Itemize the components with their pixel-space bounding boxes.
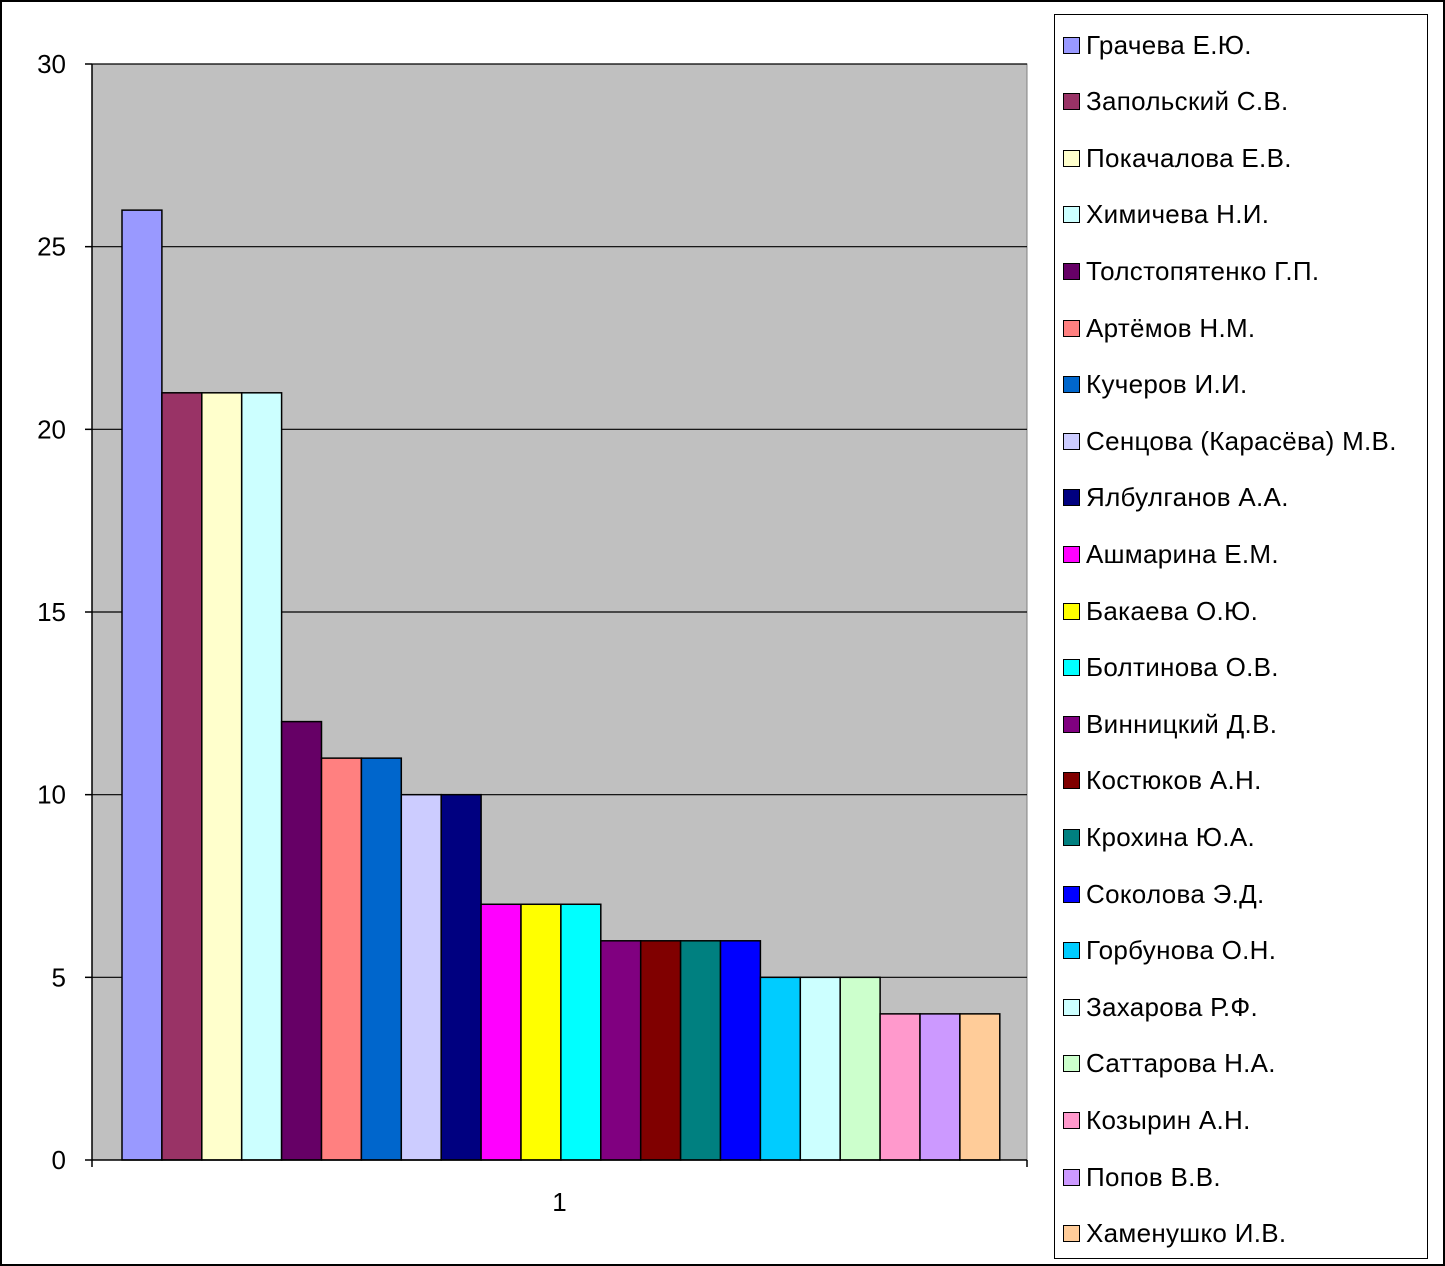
legend-swatch <box>1063 828 1080 846</box>
legend-item: Грачева Е.Ю. <box>1063 25 1252 65</box>
legend-swatch <box>1063 545 1080 563</box>
legend-swatch <box>1063 998 1080 1016</box>
legend-swatch <box>1063 149 1080 167</box>
bar <box>600 940 642 1161</box>
legend-label: Ашмарина Е.М. <box>1086 538 1279 569</box>
bar <box>799 976 841 1161</box>
legend-label: Сенцова (Карасёва) М.В. <box>1086 425 1397 456</box>
legend-swatch <box>1063 942 1080 960</box>
legend-item: Артёмов Н.М. <box>1063 308 1255 348</box>
legend-item: Костюков А.Н. <box>1063 761 1262 801</box>
y-tick-label: 10 <box>37 780 66 810</box>
legend-item: Бакаева О.Ю. <box>1063 591 1258 631</box>
chart-legend: Грачева Е.Ю. Запольский С.В. Покачалова Е.… <box>1054 14 1428 1259</box>
chart-plot: 0 5 10 15 20 25 30 1 <box>37 49 1028 1217</box>
legend-swatch <box>1063 1055 1080 1073</box>
bar <box>201 392 243 1161</box>
legend-label: Кучеров И.И. <box>1086 369 1248 400</box>
bar <box>320 757 363 1161</box>
legend-item: Болтинова О.В. <box>1063 648 1279 688</box>
legend-item: Горбунова О.Н. <box>1063 931 1276 971</box>
bar <box>360 757 403 1161</box>
legend-label: Соколова Э.Д. <box>1086 878 1265 909</box>
legend-item: Ашмарина Е.М. <box>1063 534 1279 574</box>
legend-swatch <box>1063 715 1080 733</box>
legend-swatch <box>1063 1111 1080 1129</box>
bar <box>161 392 203 1161</box>
legend-label: Козырин А.Н. <box>1086 1104 1251 1135</box>
bar <box>639 940 682 1161</box>
legend-label: Саттарова Н.А. <box>1086 1048 1276 1079</box>
legend-label: Покачалова Е.В. <box>1086 142 1292 173</box>
legend-label: Грачева Е.Ю. <box>1086 29 1252 60</box>
legend-item: Хаменушко И.В. <box>1063 1214 1286 1254</box>
y-tick-label: 30 <box>37 49 66 79</box>
legend-swatch <box>1063 93 1080 111</box>
legend-swatch <box>1063 36 1080 54</box>
legend-item: Крохина Ю.А. <box>1063 817 1255 857</box>
bar <box>679 940 722 1161</box>
legend-label: Костюков А.Н. <box>1086 765 1262 796</box>
legend-swatch <box>1063 262 1080 280</box>
legend-item: Покачалова Е.В. <box>1063 138 1292 178</box>
legend-label: Болтинова О.В. <box>1086 652 1279 683</box>
legend-label: Захарова Р.Ф. <box>1086 991 1258 1022</box>
legend-item: Химичева Н.И. <box>1063 195 1269 235</box>
bar <box>240 392 283 1161</box>
legend-item: Толстопятенко Г.П. <box>1063 251 1319 291</box>
bar <box>759 976 802 1161</box>
bar <box>280 720 323 1161</box>
legend-item: Винницкий Д.В. <box>1063 704 1277 744</box>
legend-label: Крохина Ю.А. <box>1086 821 1255 852</box>
legend-swatch <box>1063 319 1080 337</box>
legend-item: Козырин А.Н. <box>1063 1100 1251 1140</box>
bar <box>480 903 522 1161</box>
legend-swatch <box>1063 1168 1080 1186</box>
bar <box>719 940 762 1161</box>
legend-swatch <box>1063 489 1080 507</box>
y-tick-label: 5 <box>52 962 66 992</box>
legend-item: Кучеров И.И. <box>1063 365 1248 405</box>
legend-label: Горбунова О.Н. <box>1086 935 1277 966</box>
bar <box>121 209 163 1161</box>
bar <box>560 903 602 1161</box>
legend-swatch <box>1063 659 1080 677</box>
legend-label: Ялбулганов А.А. <box>1086 482 1289 513</box>
legend-label: Толстопятенко Г.П. <box>1086 255 1320 286</box>
bar <box>959 1013 1001 1161</box>
y-tick-label: 25 <box>37 232 66 262</box>
legend-item: Попов В.В. <box>1063 1157 1221 1197</box>
y-tick-label: 15 <box>37 597 66 627</box>
bar <box>879 1013 921 1161</box>
legend-item: Захарова Р.Ф. <box>1063 987 1258 1027</box>
legend-swatch <box>1063 885 1080 903</box>
bar <box>400 793 442 1161</box>
legend-item: Соколова Э.Д. <box>1063 874 1265 914</box>
legend-label: Хаменушко И.В. <box>1086 1218 1287 1249</box>
legend-swatch <box>1063 206 1080 224</box>
legend-swatch <box>1063 1225 1080 1243</box>
legend-swatch <box>1063 772 1080 790</box>
legend-label: Винницкий Д.В. <box>1086 708 1278 739</box>
legend-label: Химичева Н.И. <box>1086 199 1270 230</box>
legend-label: Попов В.В. <box>1086 1161 1221 1192</box>
bar <box>440 793 482 1161</box>
legend-label: Артёмов Н.М. <box>1086 312 1256 343</box>
y-tick-label: 0 <box>52 1145 66 1175</box>
legend-label: Бакаева О.Ю. <box>1086 595 1259 626</box>
legend-swatch <box>1063 602 1080 620</box>
x-tick-label: 1 <box>552 1187 566 1217</box>
legend-item: Сенцова (Карасёва) М.В. <box>1063 421 1397 461</box>
legend-swatch <box>1063 432 1080 450</box>
y-tick-label: 20 <box>37 414 66 444</box>
bar <box>919 1013 961 1161</box>
legend-item: Саттарова Н.А. <box>1063 1044 1276 1084</box>
bar <box>839 976 881 1161</box>
legend-item: Ялбулганов А.А. <box>1063 478 1289 518</box>
legend-label: Запольский С.В. <box>1086 86 1289 117</box>
bar <box>520 903 562 1161</box>
legend-swatch <box>1063 376 1080 394</box>
legend-item: Запольский С.В. <box>1063 82 1289 122</box>
